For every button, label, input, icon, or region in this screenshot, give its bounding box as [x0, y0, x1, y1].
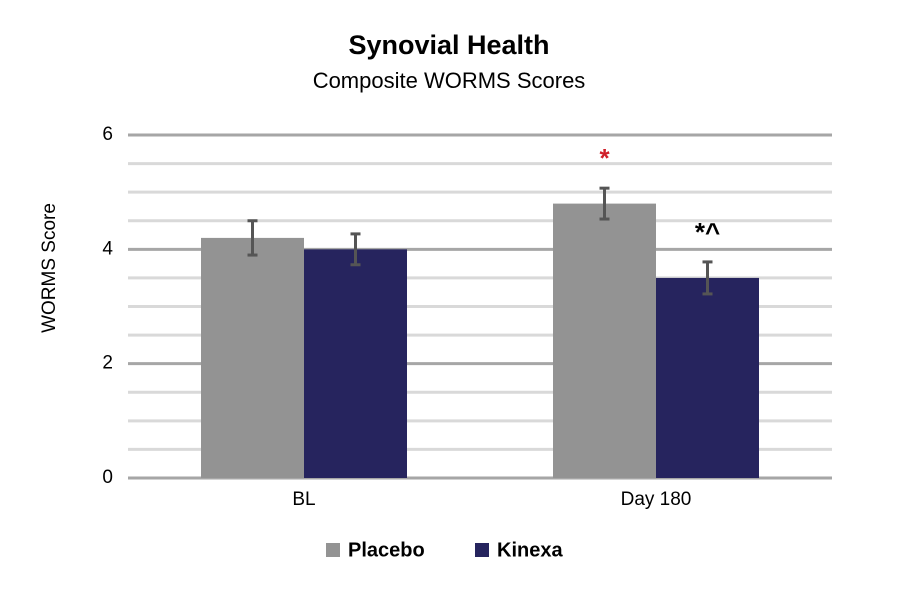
- legend-label: Kinexa: [497, 539, 563, 561]
- y-tick-label: 6: [102, 124, 113, 145]
- error-bar: [247, 219, 258, 257]
- bar: [201, 237, 304, 478]
- x-tick-label: BL: [292, 489, 315, 510]
- error-bar: [702, 260, 713, 296]
- legend-label: Placebo: [348, 539, 425, 561]
- bar: [304, 249, 407, 478]
- x-tick-label: Day 180: [621, 489, 692, 510]
- y-tick-label: 0: [102, 467, 113, 488]
- legend-swatch: [326, 543, 340, 557]
- chart-title: Synovial Health: [348, 30, 549, 60]
- legend-swatch: [475, 543, 489, 557]
- error-bar: [599, 186, 610, 221]
- bar: [553, 203, 656, 478]
- error-bar: [350, 232, 361, 267]
- annotation: *^: [695, 217, 720, 247]
- chart-subtitle: Composite WORMS Scores: [313, 68, 586, 93]
- annotation: *: [599, 143, 610, 173]
- y-tick-label: 4: [102, 238, 113, 259]
- bar: [656, 277, 759, 478]
- y-tick-label: 2: [102, 353, 113, 374]
- y-axis-label: WORMS Score: [39, 203, 60, 333]
